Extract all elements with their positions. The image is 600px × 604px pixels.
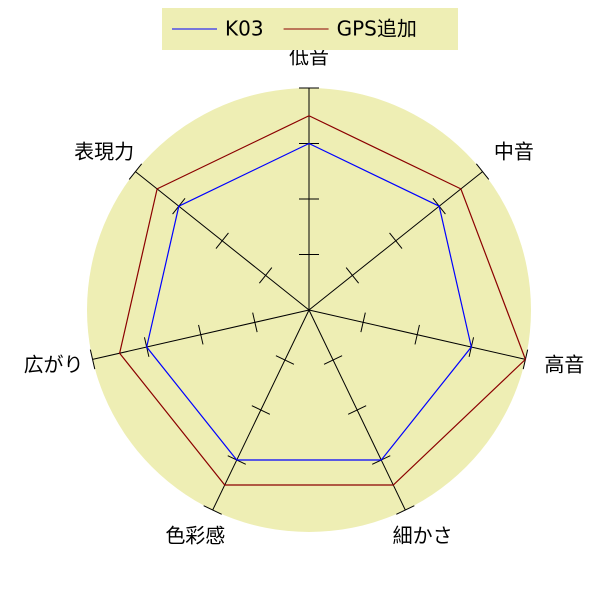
tick-mark [360, 312, 366, 333]
category-label: 細かさ [393, 524, 453, 548]
category-label: 広がり [24, 353, 84, 377]
category-label: 高音 [544, 353, 584, 377]
tick-mark [323, 355, 343, 365]
category-label: 中音 [494, 139, 534, 163]
tick-mark [396, 505, 415, 515]
legend-label: K03 [225, 17, 264, 41]
tick-mark [414, 324, 420, 345]
legend-label: GPS追加 [337, 17, 417, 41]
tick-mark [89, 349, 96, 370]
series-line [146, 142, 472, 461]
tick-mark [389, 232, 403, 249]
tick-mark [275, 355, 295, 365]
tick-mark [128, 163, 143, 180]
tick-mark [475, 163, 490, 180]
tick-mark [258, 267, 273, 284]
tick-mark [252, 312, 258, 333]
tick-mark [198, 324, 204, 345]
tick-mark [251, 405, 271, 415]
series-line [118, 115, 527, 486]
category-label: 表現力 [74, 139, 134, 163]
tick-mark [347, 405, 367, 415]
tick-mark [203, 505, 222, 515]
category-label: 色彩感 [165, 524, 225, 548]
tick-mark [215, 232, 229, 249]
tick-mark [345, 267, 360, 284]
